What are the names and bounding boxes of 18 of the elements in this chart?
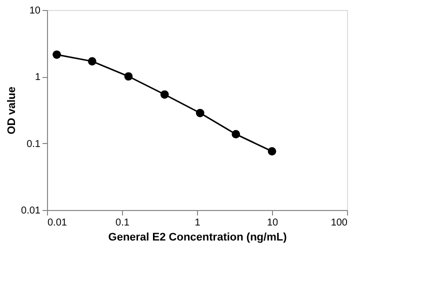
point bbox=[52, 50, 61, 59]
x-axis-title: General E2 Concentration (ng/mL) bbox=[108, 232, 288, 244]
point bbox=[196, 108, 204, 118]
x-tick-label: 100 bbox=[330, 218, 348, 228]
x-tick-label: 10 bbox=[266, 218, 278, 228]
x-tick-label: 0.1 bbox=[116, 218, 130, 228]
point bbox=[232, 130, 240, 138]
x-tick-label: 1 bbox=[194, 218, 201, 228]
y-tick-label: 1 bbox=[34, 72, 41, 84]
y-tick-label: 0.1 bbox=[26, 138, 41, 150]
y-tick-label: 0.01 bbox=[21, 206, 41, 216]
point bbox=[268, 147, 276, 156]
y-tick-label: 10 bbox=[29, 6, 41, 16]
point bbox=[160, 90, 169, 99]
point bbox=[124, 72, 133, 81]
y-axis-title: OD value bbox=[6, 86, 18, 134]
point bbox=[88, 57, 96, 66]
x-tick-label: 0.01 bbox=[48, 218, 68, 228]
